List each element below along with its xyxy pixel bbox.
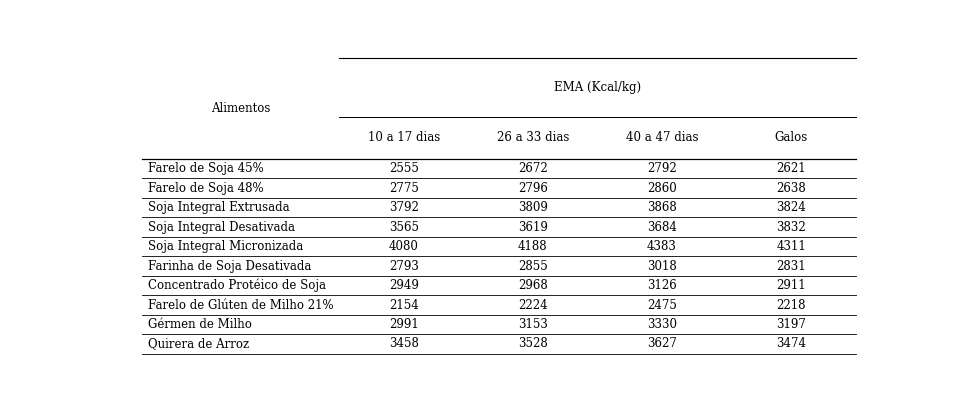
Text: 3832: 3832	[776, 221, 806, 234]
Text: 3619: 3619	[518, 221, 548, 234]
Text: 3627: 3627	[647, 337, 677, 350]
Text: 2831: 2831	[776, 259, 806, 273]
Text: 3197: 3197	[776, 318, 806, 331]
Text: 2775: 2775	[388, 182, 419, 195]
Text: 3153: 3153	[518, 318, 548, 331]
Text: 2154: 2154	[388, 299, 418, 311]
Text: 2793: 2793	[388, 259, 419, 273]
Text: 2555: 2555	[388, 162, 419, 175]
Text: Gérmen de Milho: Gérmen de Milho	[148, 318, 252, 331]
Text: 2621: 2621	[776, 162, 806, 175]
Text: 3528: 3528	[518, 337, 548, 350]
Text: 2796: 2796	[518, 182, 548, 195]
Text: 3868: 3868	[647, 201, 677, 214]
Text: 2475: 2475	[647, 299, 677, 311]
Text: 4188: 4188	[518, 240, 548, 253]
Text: Farelo de Glúten de Milho 21%: Farelo de Glúten de Milho 21%	[148, 299, 334, 311]
Text: Soja Integral Micronizada: Soja Integral Micronizada	[148, 240, 303, 253]
Text: Galos: Galos	[775, 131, 807, 144]
Text: Farinha de Soja Desativada: Farinha de Soja Desativada	[148, 259, 312, 273]
Text: 3330: 3330	[647, 318, 677, 331]
Text: 10 a 17 dias: 10 a 17 dias	[367, 131, 440, 144]
Text: 3474: 3474	[776, 337, 807, 350]
Text: EMA (Kcal/kg): EMA (Kcal/kg)	[554, 81, 641, 94]
Text: Farelo de Soja 48%: Farelo de Soja 48%	[148, 182, 264, 195]
Text: 26 a 33 dias: 26 a 33 dias	[497, 131, 569, 144]
Text: 2224: 2224	[518, 299, 548, 311]
Text: 40 a 47 dias: 40 a 47 dias	[625, 131, 698, 144]
Text: 2911: 2911	[776, 279, 806, 292]
Text: 2968: 2968	[518, 279, 548, 292]
Text: 3126: 3126	[647, 279, 677, 292]
Text: Soja Integral Extrusada: Soja Integral Extrusada	[148, 201, 290, 214]
Text: 3809: 3809	[518, 201, 548, 214]
Text: 2638: 2638	[776, 182, 806, 195]
Text: 2218: 2218	[777, 299, 806, 311]
Text: 2672: 2672	[518, 162, 548, 175]
Text: 4383: 4383	[647, 240, 677, 253]
Text: 2860: 2860	[647, 182, 677, 195]
Text: 4080: 4080	[388, 240, 419, 253]
Text: Quirera de Arroz: Quirera de Arroz	[148, 337, 249, 350]
Text: 2991: 2991	[388, 318, 418, 331]
Text: 3458: 3458	[388, 337, 419, 350]
Text: Soja Integral Desativada: Soja Integral Desativada	[148, 221, 295, 234]
Text: 3824: 3824	[776, 201, 806, 214]
Text: 2792: 2792	[647, 162, 677, 175]
Text: 3792: 3792	[388, 201, 419, 214]
Text: 4311: 4311	[776, 240, 806, 253]
Text: Alimentos: Alimentos	[211, 102, 270, 115]
Text: 2949: 2949	[388, 279, 419, 292]
Text: 2855: 2855	[518, 259, 548, 273]
Text: 3684: 3684	[647, 221, 677, 234]
Text: Farelo de Soja 45%: Farelo de Soja 45%	[148, 162, 264, 175]
Text: 3018: 3018	[647, 259, 677, 273]
Text: 3565: 3565	[388, 221, 419, 234]
Text: Concentrado Protéico de Soja: Concentrado Protéico de Soja	[148, 279, 326, 292]
